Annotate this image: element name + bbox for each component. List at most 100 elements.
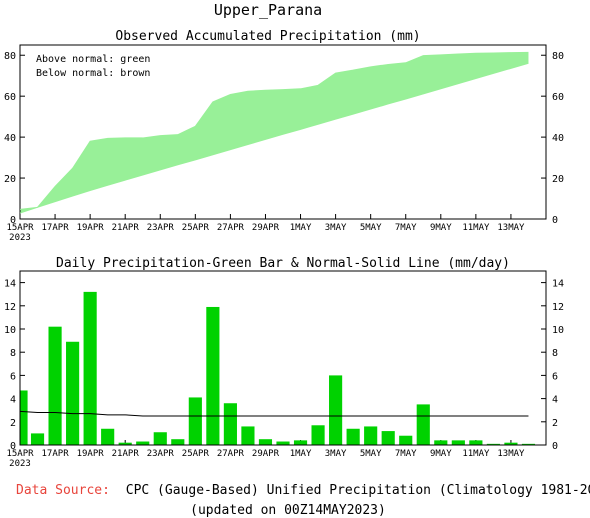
accum-xtick-label: 9MAY <box>430 223 452 233</box>
daily-ytick-label-left: 12 <box>4 302 16 313</box>
legend-above-normal: Above normal: green <box>36 54 150 65</box>
daily-ytick-label-left: 8 <box>10 348 16 359</box>
daily-bar <box>171 439 185 445</box>
accum-ytick-label-right: 0 <box>552 215 558 226</box>
daily-bar <box>241 426 255 445</box>
daily-xtick-label: 1MAY <box>290 449 312 459</box>
accumulated-chart: Observed Accumulated Precipitation (mm) … <box>4 29 564 243</box>
accum-ytick-label-right: 60 <box>552 92 564 103</box>
daily-bar <box>48 326 62 445</box>
daily-ytick-label-left: 10 <box>4 325 16 336</box>
daily-chart-title: Daily Precipitation-Green Bar & Normal-S… <box>56 256 510 271</box>
accum-xtick-label: 2023 <box>9 233 31 243</box>
daily-bar <box>136 441 150 445</box>
accum-xtick-label: 1MAY <box>290 223 312 233</box>
daily-ytick-label-right: 8 <box>552 348 558 359</box>
daily-bar <box>381 431 395 445</box>
daily-xtick-label: 5MAY <box>360 449 382 459</box>
accum-frame <box>19 44 547 220</box>
daily-xtick-label: 3MAY <box>325 449 347 459</box>
daily-ytick-label-right: 14 <box>552 279 564 290</box>
daily-xtick-label: 9MAY <box>430 449 452 459</box>
daily-bar <box>188 397 202 445</box>
daily-xtick-label: 15APR <box>6 449 34 459</box>
daily-bar <box>311 425 325 445</box>
daily-bar <box>223 403 237 445</box>
accum-above-normal-area <box>20 52 529 214</box>
accum-xtick-label: 3MAY <box>325 223 347 233</box>
accum-xtick-label: 21APR <box>112 223 140 233</box>
daily-ytick-label-left: 6 <box>10 371 16 382</box>
daily-ytick-label-right: 4 <box>552 395 558 406</box>
data-source-label: Data Source: <box>16 483 110 498</box>
daily-bar <box>153 432 167 445</box>
daily-xtick-label: 13MAY <box>497 449 525 459</box>
daily-bar <box>521 443 536 445</box>
daily-bar <box>118 442 132 445</box>
daily-bar <box>20 390 28 445</box>
daily-bar <box>293 440 308 445</box>
daily-bar <box>399 435 413 445</box>
main-title: Upper_Parana <box>214 1 322 19</box>
daily-bar <box>30 433 45 445</box>
daily-bar <box>276 441 290 445</box>
daily-xtick-label: 23APR <box>147 449 175 459</box>
daily-xtick-label: 25APR <box>182 449 210 459</box>
daily-chart: Daily Precipitation-Green Bar & Normal-S… <box>4 256 564 469</box>
data-source-text: CPC (Gauge-Based) Unified Precipitation … <box>126 483 590 498</box>
daily-ytick-label-left: 4 <box>10 395 16 406</box>
accum-xtick-label: 7MAY <box>395 223 417 233</box>
daily-bar <box>258 439 273 445</box>
daily-bar <box>504 442 518 445</box>
daily-ytick-label-right: 10 <box>552 325 564 336</box>
daily-xtick-label: 29APR <box>252 449 280 459</box>
accum-xtick-label: 15APR <box>6 223 34 233</box>
accum-ytick-label-right: 20 <box>552 174 564 185</box>
daily-xtick-label: 17APR <box>42 449 70 459</box>
daily-frame <box>19 270 547 446</box>
daily-bar <box>434 440 448 445</box>
accum-ytick-label-left: 20 <box>4 174 16 185</box>
accum-xtick-label: 23APR <box>147 223 175 233</box>
daily-xtick-label: 27APR <box>217 449 245 459</box>
accum-ytick-label-right: 40 <box>552 133 564 144</box>
accumulated-chart-title: Observed Accumulated Precipitation (mm) <box>115 29 420 44</box>
daily-xtick-label: 11MAY <box>462 449 490 459</box>
updated-note: (updated on 00Z14MAY2023) <box>190 503 386 518</box>
daily-xtick-label: 2023 <box>9 459 31 469</box>
daily-bar <box>451 440 465 445</box>
daily-bar <box>66 341 80 445</box>
daily-ytick-label-right: 0 <box>552 441 558 452</box>
accum-xtick-label: 19APR <box>77 223 105 233</box>
accum-xtick-label: 5MAY <box>360 223 382 233</box>
daily-bar <box>469 440 483 445</box>
daily-ytick-label-right: 6 <box>552 371 558 382</box>
legend-below-normal: Below normal: brown <box>36 68 150 79</box>
daily-ytick-label-right: 12 <box>552 302 564 313</box>
daily-bar <box>101 428 115 445</box>
daily-ytick-label-left: 14 <box>4 279 16 290</box>
accum-ytick-label-left: 60 <box>4 92 16 103</box>
daily-xtick-label: 21APR <box>112 449 140 459</box>
daily-ytick-label-left: 0 <box>10 441 16 452</box>
accum-ytick-label-left: 40 <box>4 133 16 144</box>
daily-bar <box>364 426 378 445</box>
accum-ytick-label-right: 80 <box>552 51 564 62</box>
accum-xtick-label: 11MAY <box>462 223 490 233</box>
daily-xtick-label: 7MAY <box>395 449 417 459</box>
accum-xtick-label: 17APR <box>42 223 70 233</box>
accum-xtick-label: 29APR <box>252 223 280 233</box>
daily-bar <box>83 291 97 445</box>
daily-bar <box>206 306 220 445</box>
daily-bar <box>416 404 430 445</box>
daily-xtick-label: 19APR <box>77 449 105 459</box>
daily-bar <box>329 375 343 445</box>
accum-ytick-label-left: 0 <box>10 215 16 226</box>
daily-frame-top <box>19 270 547 446</box>
data-source-line: Data Source: CPC (Gauge-Based) Unified P… <box>16 483 590 498</box>
accum-observed-line <box>19 51 529 210</box>
daily-bar <box>486 443 500 445</box>
